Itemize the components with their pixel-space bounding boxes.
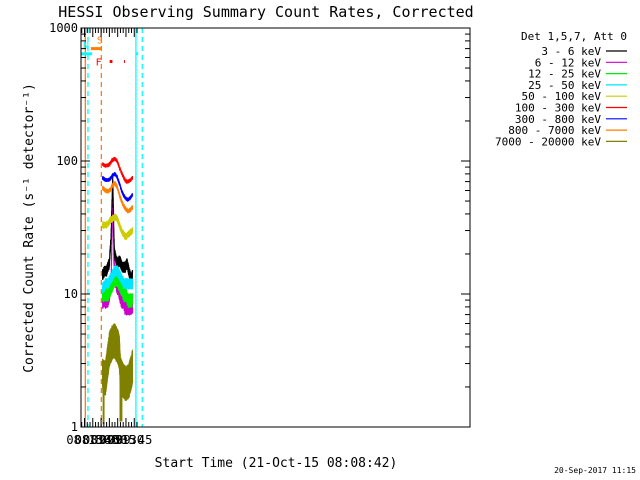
series-line-300to800keV <box>102 171 134 202</box>
series-line-7000to20000keV <box>102 322 134 425</box>
y-tick-label: 100 <box>56 154 78 168</box>
series-line-50to100keV <box>102 213 134 241</box>
x-tick-label: 08:45 <box>83 433 119 447</box>
series-line-25to50keV <box>102 265 134 294</box>
legend-label: 300 - 800 keV <box>515 113 601 126</box>
series-line-6to12keV <box>102 179 134 316</box>
legend-label: 12 - 25 keV <box>528 68 601 81</box>
series-line-800to7000keV <box>102 181 134 214</box>
legend-header: Det 1,5,7, Att 0 <box>521 30 627 43</box>
axes: 1 10 100 1000 08:1508:3008:4509:0009:1509:30… <box>49 21 470 447</box>
flag-label: F <box>96 57 102 68</box>
flag-label: S <box>97 36 103 47</box>
legend-label: 100 - 300 keV <box>515 102 601 115</box>
series-line-100to300keV <box>102 156 134 185</box>
chart-title: HESSI Observing Summary Count Rates, Cor… <box>58 3 473 21</box>
y-tick-label: 1000 <box>49 21 78 35</box>
legend-label: 6 - 12 keV <box>535 56 602 69</box>
x-axis-label: Start Time (21-Oct-15 08:08:42) <box>155 456 398 471</box>
x-tick-label: 08:15 <box>66 433 102 447</box>
x-tick-label: 09:30 <box>108 433 144 447</box>
series-line-12to25keV <box>102 271 134 309</box>
x-tick-label: 08:30 <box>75 433 111 447</box>
legend-label: 50 - 100 keV <box>522 90 602 103</box>
legend-label: 25 - 50 keV <box>528 79 601 92</box>
plot-timestamp: 20-Sep-2017 11:15 <box>554 466 636 475</box>
y-axis-label: Corrected Count Rate (s⁻¹ detector⁻¹) <box>22 83 37 373</box>
legend-label: 800 - 7000 keV <box>508 124 601 137</box>
legend-label: 7000 - 20000 keV <box>495 135 601 148</box>
flag-label: N <box>83 41 89 52</box>
x-tick-label: 09:15 <box>100 433 136 447</box>
plot-area: SNF <box>81 28 143 427</box>
series-line-3to6keV <box>102 173 134 285</box>
y-tick-label: 10 <box>64 287 78 301</box>
legend-label: 3 - 6 keV <box>541 45 601 58</box>
y-tick-label: 1 <box>71 420 78 434</box>
plot-frame <box>80 27 471 428</box>
x-tick-label: 09:00 <box>91 433 127 447</box>
x-tick-label: 09:45 <box>116 433 152 447</box>
